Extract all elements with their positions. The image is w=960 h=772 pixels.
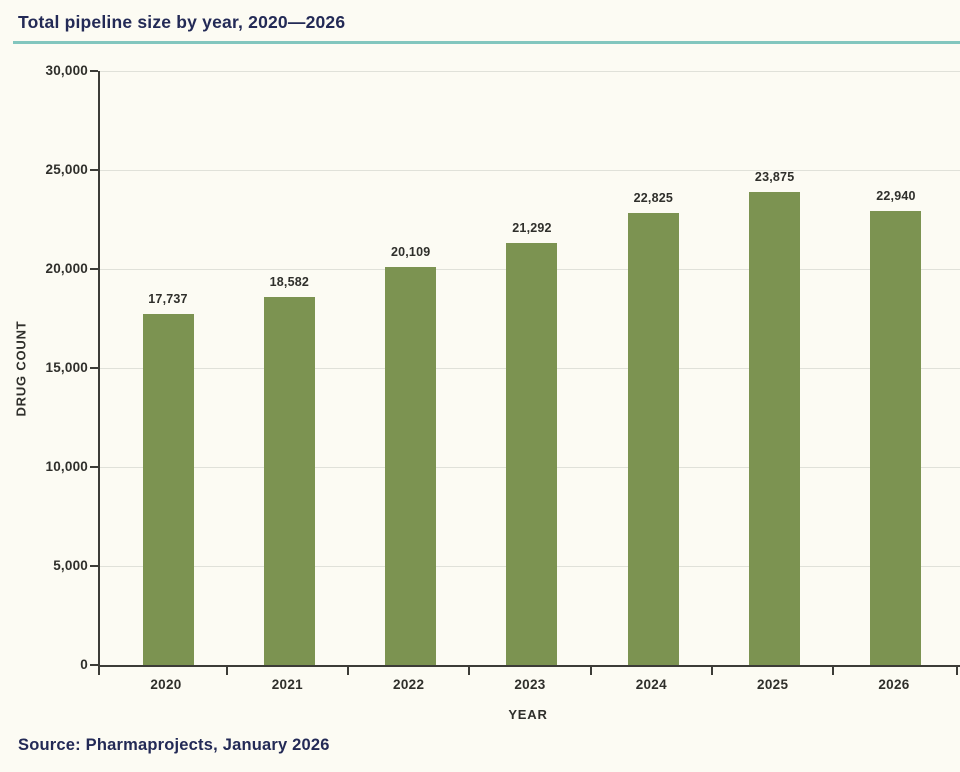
x-tick-label: 2025: [757, 677, 789, 692]
y-tick-label: 20,000: [45, 261, 88, 276]
y-tick-label: 0: [80, 657, 88, 672]
x-tick-mark: [956, 667, 958, 675]
x-tick-label: 2021: [271, 677, 303, 692]
bar: [749, 192, 801, 665]
y-tick-mark: [90, 268, 98, 270]
x-tick-mark: [832, 667, 835, 675]
y-tick-mark: [90, 367, 98, 369]
title-underline-rule: [13, 41, 960, 44]
plot-area: 17,737 18,582 20,109 21,292 22,825 23,875 22,9…: [98, 70, 960, 667]
x-tick-mark: [346, 667, 349, 675]
bar-value-label: 23,875: [754, 170, 795, 185]
y-tick-mark: [90, 70, 98, 72]
gridline: [100, 169, 960, 171]
bar: [142, 313, 194, 665]
y-tick-label: 25,000: [45, 162, 88, 177]
bar-value-label: 20,109: [390, 244, 431, 259]
bar: [506, 243, 558, 665]
bar: [870, 210, 922, 665]
y-tick-label: 30,000: [45, 63, 88, 78]
bar-value-label: 21,292: [512, 221, 552, 236]
bar-value-label: 18,582: [269, 275, 310, 290]
x-tick-label: 2024: [635, 677, 667, 692]
gridline: [100, 70, 960, 72]
y-tick-label: 5,000: [53, 558, 88, 573]
y-tick-mark: [90, 169, 98, 171]
axis-corner-tick: [98, 665, 100, 675]
bar: [385, 266, 437, 665]
y-tick-mark: [90, 466, 98, 468]
source-note: Source: Pharmaprojects, January 2026: [18, 736, 330, 754]
y-tick-label: 15,000: [45, 360, 88, 375]
x-tick-mark: [468, 667, 471, 675]
x-tick-label: 2022: [393, 677, 425, 692]
x-tick-label: 2020: [150, 677, 182, 692]
y-tick-label: 10,000: [45, 459, 88, 474]
x-tick-label: 2026: [878, 677, 910, 692]
x-tick-mark: [710, 667, 713, 675]
y-tick-mark: [90, 565, 98, 567]
bar: [627, 213, 679, 665]
x-tick-mark: [225, 667, 228, 675]
x-axis-title: YEAR: [508, 707, 548, 722]
bar-value-label: 17,737: [148, 291, 188, 306]
bar-value-label: 22,825: [633, 191, 674, 206]
y-tick-mark: [90, 664, 98, 666]
x-tick-label: 2023: [514, 677, 546, 692]
bar: [263, 297, 315, 665]
page-title: Total pipeline size by year, 2020—2026: [18, 12, 346, 32]
bar-value-label: 22,940: [876, 188, 916, 203]
x-tick-mark: [589, 667, 592, 675]
